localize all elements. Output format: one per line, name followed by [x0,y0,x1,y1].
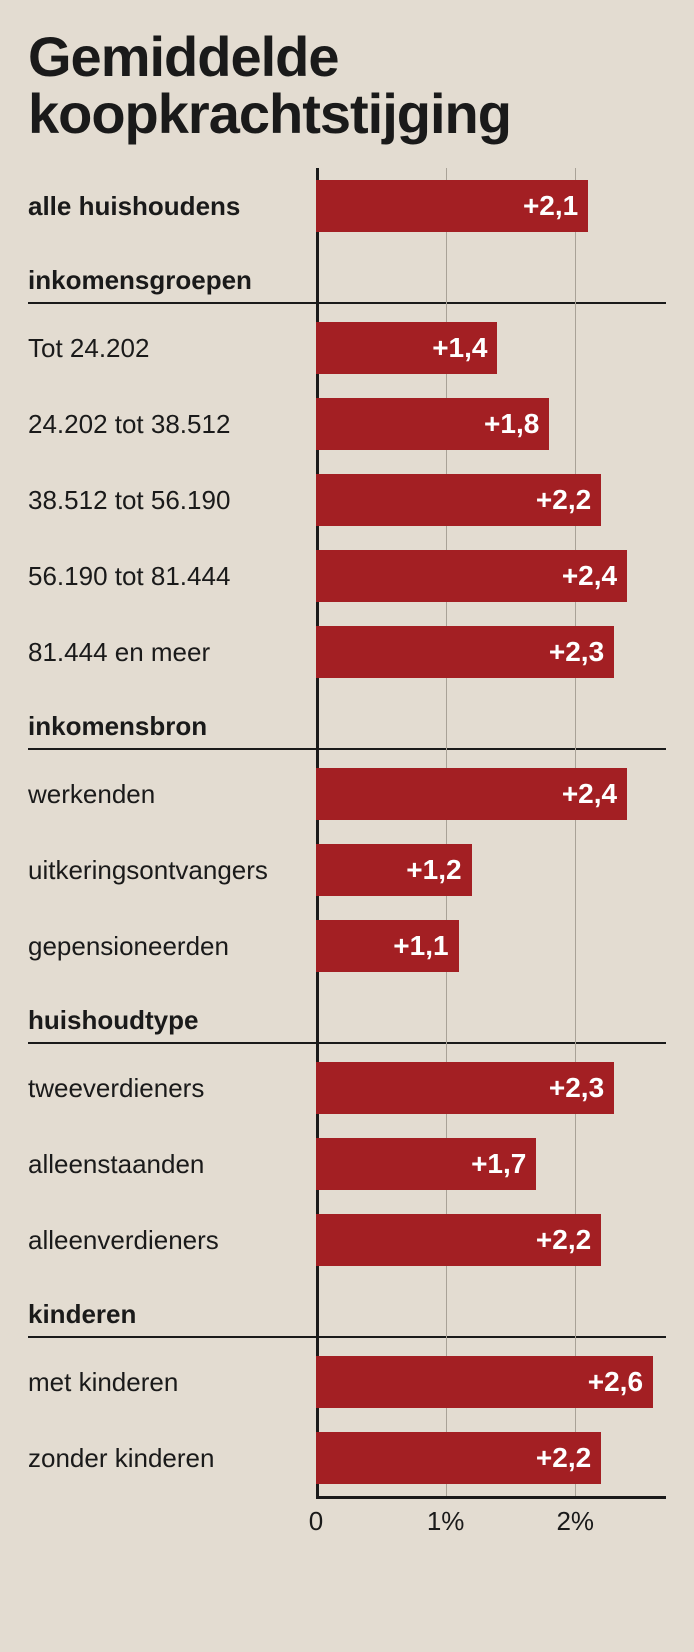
bar-cell: +1,4 [316,310,666,386]
x-tick-label: 1% [427,1506,465,1537]
bar-cell: +1,7 [316,1126,666,1202]
bar: +2,3 [316,1062,614,1114]
bar-cell: +2,2 [316,462,666,538]
bar-cell: +2,3 [316,614,666,690]
row-label: zonder kinderen [28,1443,316,1474]
data-row: alle huishoudens +2,1 [28,168,666,244]
group-header: inkomensgroepen [28,252,316,302]
data-row: tweeverdieners +2,3 [28,1050,666,1126]
x-tick-label: 0 [309,1506,323,1537]
data-row: alleenverdieners +2,2 [28,1202,666,1278]
bar-cell: +1,8 [316,386,666,462]
bar-value: +1,4 [432,332,487,364]
bar: +2,6 [316,1356,653,1408]
row-label: 81.444 en meer [28,637,316,668]
data-row: werkenden +2,4 [28,756,666,832]
bar-cell: +2,4 [316,538,666,614]
data-row: 24.202 tot 38.512 +1,8 [28,386,666,462]
bar: +2,2 [316,1432,601,1484]
group-rule [28,302,666,304]
bar: +1,2 [316,844,472,896]
group-rule [28,1042,666,1044]
group-header: inkomensbron [28,698,316,748]
bar-value: +1,7 [471,1148,526,1180]
data-row: 38.512 tot 56.190 +2,2 [28,462,666,538]
data-row: gepensioneerden +1,1 [28,908,666,984]
bar-value: +1,1 [393,930,448,962]
group-header: huishoudtype [28,992,316,1042]
bar-value: +2,4 [562,778,617,810]
row-label: alle huishoudens [28,191,316,222]
bar-value: +2,2 [536,1442,591,1474]
x-tick-label: 2% [556,1506,594,1537]
row-label: gepensioneerden [28,931,316,962]
row-label: Tot 24.202 [28,333,316,364]
bar: +2,2 [316,474,601,526]
bar: +1,8 [316,398,549,450]
bar-value: +2,2 [536,1224,591,1256]
group-rule [28,1336,666,1338]
bar: +2,3 [316,626,614,678]
x-axis-baseline [316,1496,666,1499]
chart-title: Gemiddelde koopkrachtstijging [28,28,666,142]
bar-value: +2,2 [536,484,591,516]
data-row: alleenstaanden +1,7 [28,1126,666,1202]
group-header: kinderen [28,1286,316,1336]
bar-cell: +2,4 [316,756,666,832]
bar-cell: +2,6 [316,1344,666,1420]
row-label: 38.512 tot 56.190 [28,485,316,516]
bar-value: +2,3 [549,636,604,668]
row-label: met kinderen [28,1367,316,1398]
row-label: alleenstaanden [28,1149,316,1180]
bar-cell: +1,2 [316,832,666,908]
bar-value: +1,2 [406,854,461,886]
bar: +1,1 [316,920,459,972]
bar: +1,4 [316,322,497,374]
data-row: met kinderen +2,6 [28,1344,666,1420]
bar: +2,2 [316,1214,601,1266]
row-label: tweeverdieners [28,1073,316,1104]
bar-cell: +2,2 [316,1202,666,1278]
row-label: 56.190 tot 81.444 [28,561,316,592]
plot-area: alle huishoudens +2,1 inkomensgroepen Tot 2… [28,168,666,1496]
bar-cell: +2,1 [316,168,666,244]
bar: +2,4 [316,768,627,820]
bar: +2,1 [316,180,588,232]
bar-value: +1,8 [484,408,539,440]
row-label: werkenden [28,779,316,810]
data-row: 56.190 tot 81.444 +2,4 [28,538,666,614]
data-row: uitkeringsontvangers +1,2 [28,832,666,908]
bar: +2,4 [316,550,627,602]
bar-cell: +2,3 [316,1050,666,1126]
row-label: 24.202 tot 38.512 [28,409,316,440]
bar-value: +2,1 [523,190,578,222]
chart-container: Gemiddelde koopkrachtstijging alle huish… [0,0,694,1652]
group-rule [28,748,666,750]
bar: +1,7 [316,1138,536,1190]
row-label: alleenverdieners [28,1225,316,1256]
data-row: 81.444 en meer +2,3 [28,614,666,690]
bar-cell: +2,2 [316,1420,666,1496]
x-axis: 01%2% [316,1496,666,1556]
bar-value: +2,3 [549,1072,604,1104]
bar-cell: +1,1 [316,908,666,984]
data-row: zonder kinderen +2,2 [28,1420,666,1496]
row-label: uitkeringsontvangers [28,855,316,886]
bar-value: +2,6 [588,1366,643,1398]
data-row: Tot 24.202 +1,4 [28,310,666,386]
bar-value: +2,4 [562,560,617,592]
